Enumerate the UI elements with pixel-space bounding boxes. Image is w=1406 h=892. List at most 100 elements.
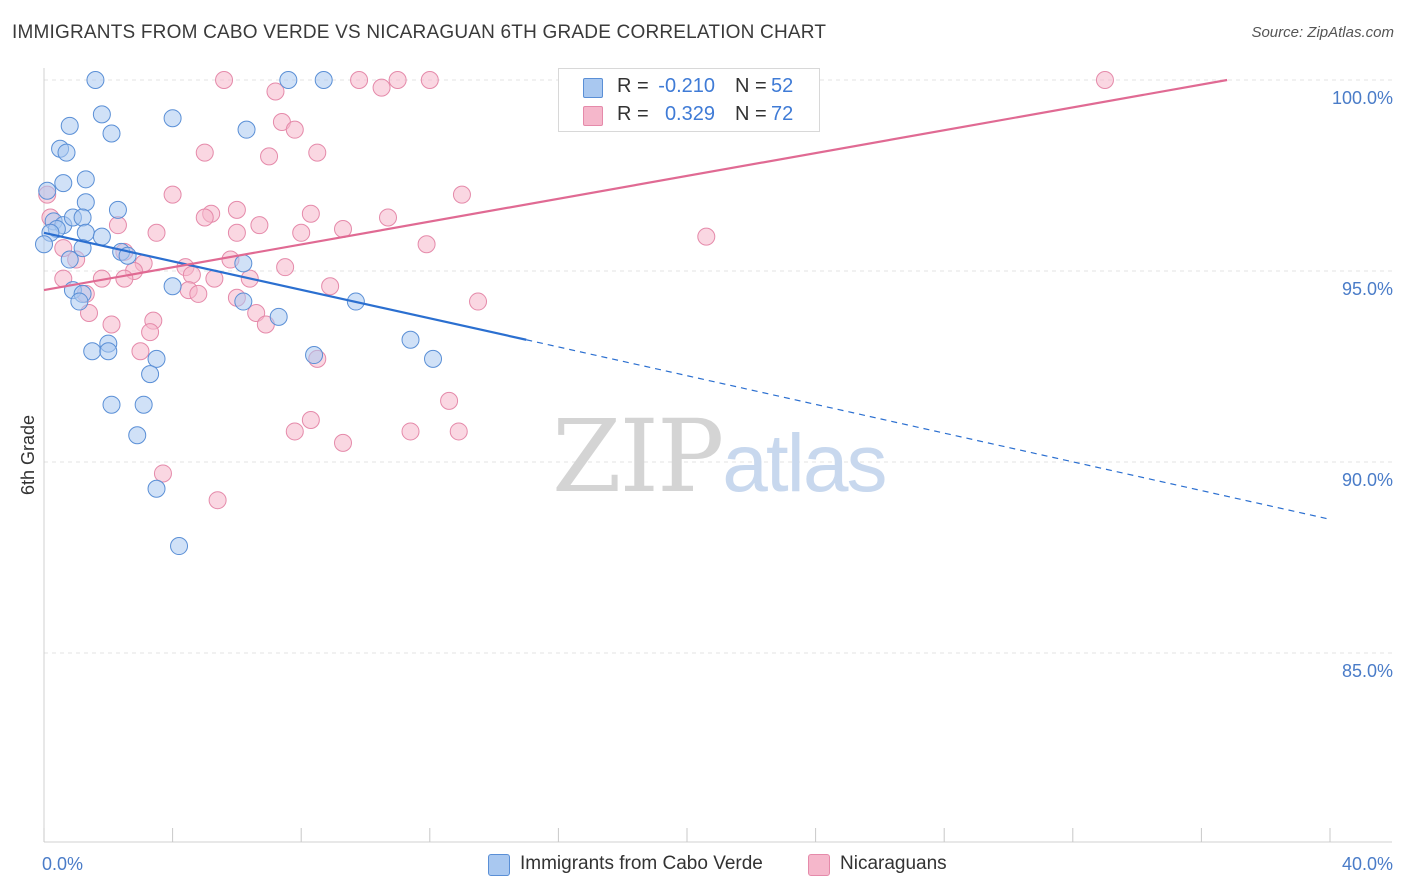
legend-label: Nicaraguans	[840, 853, 947, 874]
cabo-verde-point[interactable]	[102, 395, 121, 414]
chart-title: IMMIGRANTS FROM CABO VERDE VS NICARAGUAN…	[12, 22, 827, 43]
cabo-verde-point[interactable]	[92, 227, 111, 246]
cabo-verde-point[interactable]	[305, 346, 324, 365]
nicaraguans-point[interactable]	[420, 71, 439, 89]
cabo-verde-point[interactable]	[92, 105, 111, 124]
cabo-verde-point[interactable]	[73, 208, 92, 227]
cabo-verde-point[interactable]	[54, 174, 73, 193]
nicaraguans-point[interactable]	[195, 143, 214, 162]
cabo-verde-points	[35, 71, 443, 556]
cabo-verde-point[interactable]	[401, 330, 420, 349]
cabo-verde-point[interactable]	[234, 254, 253, 273]
watermark-zip: ZIP	[552, 398, 724, 515]
nicaraguans-point[interactable]	[131, 342, 150, 361]
nicaraguans-point[interactable]	[247, 304, 266, 323]
cabo-verde-point[interactable]	[57, 143, 76, 162]
nicaraguans-point[interactable]	[333, 433, 352, 452]
cabo-verde-point[interactable]	[314, 71, 333, 89]
cabo-verde-trend-extension	[526, 339, 1331, 520]
cabo-verde-point[interactable]	[76, 193, 95, 212]
cabo-verde-point[interactable]	[60, 250, 79, 269]
nicaraguans-point[interactable]	[350, 71, 369, 89]
cabo-verde-point[interactable]	[163, 277, 182, 296]
r-label: R =	[617, 75, 649, 97]
x-tick-label-min: 0.0%	[42, 854, 83, 874]
cabo-verde-point[interactable]	[424, 349, 443, 368]
nicaraguans-point[interactable]	[379, 208, 398, 227]
nicaraguans-point[interactable]	[189, 284, 208, 303]
nicaraguans-point[interactable]	[292, 223, 311, 242]
nicaraguans-point[interactable]	[321, 277, 340, 296]
r-value: 0.329	[664, 103, 715, 125]
cabo-verde-point[interactable]	[279, 71, 298, 89]
cabo-verde-point[interactable]	[35, 235, 53, 254]
cabo-verde-point[interactable]	[108, 200, 127, 219]
nicaraguans-point[interactable]	[276, 258, 295, 277]
nicaraguans-point[interactable]	[227, 200, 246, 219]
cabo-verde-point[interactable]	[60, 116, 79, 135]
cabo-verde-point[interactable]	[269, 307, 288, 326]
nicaraguans-point[interactable]	[260, 147, 279, 166]
nicaraguans-point[interactable]	[195, 208, 214, 227]
cabo-verde-point[interactable]	[147, 479, 166, 498]
cabo-verde-point[interactable]	[134, 395, 153, 414]
stats-legend: R = -0.210 N = 52 R = 0.329 N = 72	[558, 68, 820, 132]
x-tick-label-max: 40.0%	[1342, 854, 1393, 874]
nicaraguans-point[interactable]	[452, 185, 471, 204]
y-tick-label: 95.0%	[1342, 279, 1393, 299]
nicaraguans-point[interactable]	[301, 410, 320, 429]
nicaraguans-point[interactable]	[182, 265, 201, 284]
cabo-verde-point[interactable]	[234, 292, 253, 311]
nicaraguans-point[interactable]	[102, 315, 121, 334]
nicaraguans-point[interactable]	[215, 71, 234, 89]
nicaraguans-point[interactable]	[417, 235, 436, 254]
cabo-verde-point[interactable]	[237, 120, 256, 139]
stats-row-nicaraguans: R = 0.329 N = 72	[559, 101, 819, 129]
nicaraguans-trend-line	[43, 78, 1228, 292]
cabo-verde-point[interactable]	[76, 170, 95, 189]
cabo-verde-point[interactable]	[38, 181, 57, 200]
cabo-verde-point[interactable]	[147, 349, 166, 368]
nicaraguans-point[interactable]	[285, 120, 304, 139]
nicaraguans-point[interactable]	[163, 185, 182, 204]
cabo-verde-point[interactable]	[73, 239, 92, 258]
nicaraguans-point[interactable]	[697, 227, 716, 246]
cabo-verde-point[interactable]	[99, 342, 118, 361]
nicaraguans-point[interactable]	[449, 422, 468, 441]
nicaraguans-point[interactable]	[227, 223, 246, 242]
cabo-verde-point[interactable]	[102, 124, 121, 143]
y-axis-label: 6th Grade	[18, 415, 38, 495]
cabo-verde-point[interactable]	[170, 537, 189, 556]
nicaraguans-point[interactable]	[308, 143, 327, 162]
cabo-verde-point[interactable]	[86, 71, 105, 89]
nicaraguans-point[interactable]	[469, 292, 488, 311]
nicaraguans-point[interactable]	[388, 71, 407, 89]
cabo-verde-point[interactable]	[70, 292, 89, 311]
cabo-verde-point[interactable]	[76, 223, 95, 242]
nicaraguans-point[interactable]	[372, 78, 391, 97]
nicaraguans-point[interactable]	[301, 204, 320, 223]
nicaraguans-point[interactable]	[401, 422, 420, 441]
cabo-verde-point[interactable]	[141, 365, 160, 384]
cabo-verde-point[interactable]	[83, 342, 102, 361]
nicaraguans-point[interactable]	[440, 391, 459, 410]
nicaraguans-point[interactable]	[208, 491, 227, 510]
y-tick-label: 85.0%	[1342, 661, 1393, 681]
nicaraguans-point[interactable]	[250, 216, 269, 235]
nicaraguans-point[interactable]	[285, 422, 304, 441]
nicaraguans-point[interactable]	[108, 216, 127, 235]
y-tick-label: 90.0%	[1342, 470, 1393, 490]
cabo-verde-point[interactable]	[128, 426, 147, 445]
nicaraguans-point[interactable]	[266, 82, 285, 101]
n-value: 52	[771, 75, 794, 97]
nicaraguans-point[interactable]	[153, 464, 172, 483]
n-label: N =	[735, 75, 767, 97]
nicaraguans-point[interactable]	[80, 304, 99, 323]
nicaraguans-point[interactable]	[147, 223, 166, 242]
nicaraguans-point[interactable]	[141, 323, 160, 342]
cabo-verde-point[interactable]	[163, 109, 182, 128]
nicaraguans-point[interactable]	[115, 269, 134, 288]
x-axis-ticks	[43, 828, 1331, 842]
nicaraguans-point[interactable]	[1095, 71, 1114, 89]
